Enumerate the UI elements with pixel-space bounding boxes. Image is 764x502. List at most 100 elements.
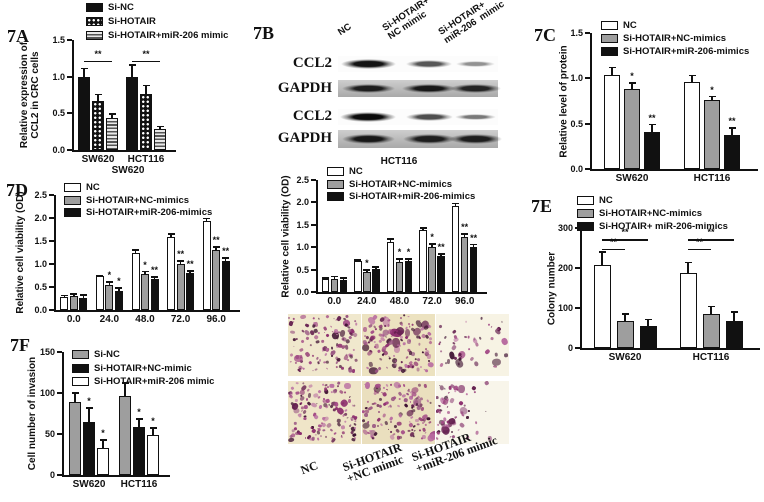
y-tick-label: 2.0 xyxy=(296,197,309,208)
x-axis xyxy=(54,310,240,312)
error-bar-cap xyxy=(132,249,139,251)
blot-band xyxy=(456,61,495,67)
cell-stain-dot xyxy=(325,314,330,319)
error-bar-cap xyxy=(648,123,656,126)
cell-stain-dot xyxy=(473,391,476,394)
cell-stain-dot xyxy=(320,434,323,438)
bar xyxy=(126,76,138,150)
y-tick-label: 0.5 xyxy=(296,264,309,275)
sig-label: ** xyxy=(142,48,150,59)
y-tick-label: 1.5 xyxy=(34,236,47,246)
legend-label: Si-HOTAIR+miR-206-mimics xyxy=(623,46,750,57)
legend-swatch xyxy=(327,167,344,176)
cell-stain-dot xyxy=(324,436,328,439)
legend-swatch xyxy=(577,222,594,231)
blot-row-label: CCL2 xyxy=(292,55,332,71)
cell-stain-dot xyxy=(313,333,320,340)
cell-stain-dot xyxy=(484,411,487,413)
y-tick-label: 1.5 xyxy=(570,28,583,38)
significance-star: ** xyxy=(461,222,469,233)
cell-stain-dot xyxy=(300,339,305,345)
error-bar xyxy=(691,74,693,83)
cell-stain-dot xyxy=(378,410,381,413)
invasion-image-label: NC xyxy=(298,458,320,478)
cell-stain-dot xyxy=(297,368,300,370)
blot-band xyxy=(454,113,497,121)
cell-stain-dot xyxy=(385,335,388,338)
error-bar-cap xyxy=(396,258,403,260)
error-bar xyxy=(324,277,327,281)
cell-stain-dot xyxy=(464,404,467,407)
bar xyxy=(451,205,460,292)
error-bar xyxy=(134,249,137,254)
error-bar-cap xyxy=(428,243,436,245)
cell-stain-dot xyxy=(450,430,453,434)
y-tick-label: 2.5 xyxy=(34,190,47,200)
error-bar-cap xyxy=(167,233,175,235)
x-category-label: HCT116 xyxy=(693,173,731,184)
y-tick xyxy=(585,32,590,34)
y-axis xyxy=(590,33,592,171)
blot-band xyxy=(342,83,395,94)
legend-label: NC xyxy=(349,166,363,177)
y-tick-label: 0.0 xyxy=(34,305,47,315)
cell-stain-dot xyxy=(294,421,298,425)
error-bar xyxy=(687,261,689,274)
significance-star: * xyxy=(397,247,402,258)
y-tick xyxy=(57,474,62,476)
cell-stain-dot xyxy=(382,402,387,408)
cell-stain-dot xyxy=(490,325,493,328)
error-bar xyxy=(170,233,172,238)
cell-stain-dot xyxy=(304,436,307,439)
x-category-label: 72.0 xyxy=(170,314,191,325)
cell-stain-dot xyxy=(424,368,429,373)
cell-stain-dot xyxy=(302,367,305,371)
error-bar-cap xyxy=(85,406,93,409)
bar xyxy=(419,230,427,292)
cell-stain-dot xyxy=(333,431,338,436)
legend-label: Si-HOTAIR+NC-mimics xyxy=(599,208,703,219)
panel-label-7a: 7A xyxy=(7,26,29,46)
bar xyxy=(176,263,185,310)
cell-stain-dot xyxy=(444,388,446,391)
cell-stain-dot xyxy=(451,420,456,425)
x-category-label: SW620 xyxy=(72,479,106,490)
bar xyxy=(167,236,176,310)
legend-swatch xyxy=(601,34,618,43)
y-tick xyxy=(67,112,72,115)
legend-label: Si-HOTAIR xyxy=(108,16,156,27)
error-bar xyxy=(710,305,712,316)
cell-stain-dot xyxy=(484,381,490,386)
cell-stain-dot xyxy=(318,317,320,320)
bar xyxy=(154,129,166,150)
significance-star: ** xyxy=(177,249,185,260)
bar xyxy=(395,261,404,292)
cell-stain-dot xyxy=(376,416,382,422)
error-bar-cap xyxy=(405,258,412,260)
significance-star: ** xyxy=(437,242,445,253)
cell-stain-dot xyxy=(340,424,346,430)
cell-stain-dot xyxy=(429,401,432,405)
cell-stain-dot xyxy=(325,367,329,370)
cell-stain-dot xyxy=(425,399,430,404)
cell-stain-dot xyxy=(402,383,406,388)
bar xyxy=(147,434,159,475)
cell-stain-dot xyxy=(343,420,347,424)
cell-stain-dot xyxy=(387,428,390,431)
error-bar-cap xyxy=(105,281,113,283)
error-bar-cap xyxy=(419,227,427,229)
sig-line xyxy=(84,60,112,63)
cell-stain-dot xyxy=(457,385,466,394)
y-tick-label: 300 xyxy=(557,223,573,233)
legend-label: Si-HOTAIR+NC-mimics xyxy=(349,178,453,190)
blot-band xyxy=(449,134,502,144)
sig-label: ** xyxy=(695,236,703,247)
cell-stain-dot xyxy=(385,342,391,349)
error-bar-cap xyxy=(60,294,68,297)
y-tick-label: 100 xyxy=(557,303,573,313)
cell-stain-dot xyxy=(459,422,466,429)
cell-stain-dot xyxy=(305,397,309,401)
error-bar xyxy=(215,246,217,251)
cell-stain-dot xyxy=(335,335,339,340)
y-axis-title: Cell number of invasion xyxy=(26,356,38,471)
